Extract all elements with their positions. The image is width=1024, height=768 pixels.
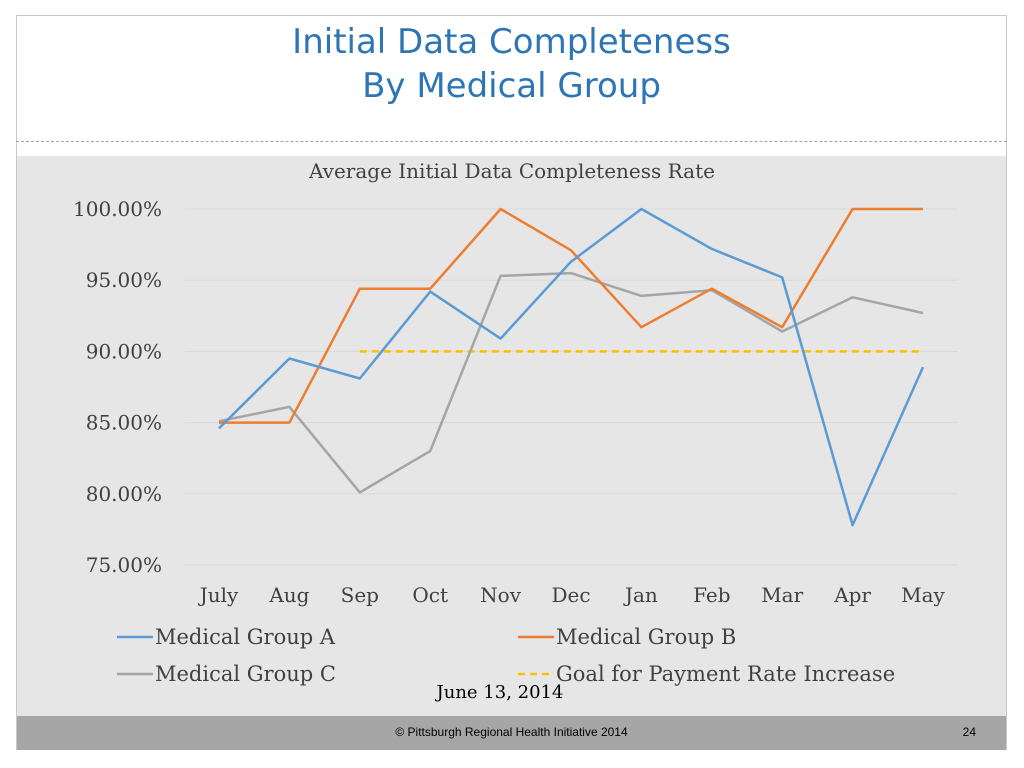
x-tick-label: Aug: [268, 583, 309, 607]
legend-label-goal-for-payment-rate-increase: Goal for Payment Rate Increase: [556, 662, 895, 686]
x-tick-label: Apr: [833, 583, 871, 607]
x-tick-label: Dec: [551, 583, 590, 607]
y-tick-label: 90.00%: [86, 339, 162, 363]
legend-label-medical-group-b: Medical Group B: [556, 625, 736, 649]
legend-label-medical-group-c: Medical Group C: [155, 662, 336, 686]
series-lines: [218, 207, 925, 527]
x-tick-label: May: [901, 583, 945, 607]
slide-title-line1: Initial Data Completeness: [292, 22, 731, 62]
x-tick-label: Sep: [341, 583, 379, 607]
y-tick-label: 95.00%: [86, 268, 162, 292]
legend: Medical Group A Medical Group B Medical Gr…: [117, 625, 895, 686]
series-line-medical-group-b: [219, 207, 923, 424]
x-axis-ticks: July Aug Sep Oct Nov Dec Jan Feb Mar Apr May: [198, 583, 946, 607]
y-tick-label: 75.00%: [86, 553, 162, 577]
x-tick-label: July: [198, 583, 239, 607]
slide-title-line2: By Medical Group: [362, 66, 661, 106]
title-divider: [16, 141, 1007, 142]
chart-title: Average Initial Data Completeness Rate: [308, 159, 715, 183]
x-tick-label: Oct: [412, 583, 448, 607]
chart-area: [17, 156, 1006, 716]
y-tick-label: 100.00%: [73, 197, 162, 221]
slide-title: Initial Data Completeness By Medical Gro…: [16, 20, 1007, 108]
x-tick-label: Nov: [480, 583, 522, 607]
legend-label-medical-group-a: Medical Group A: [155, 625, 336, 649]
x-tick-label: Feb: [693, 583, 730, 607]
page-number: 24: [962, 725, 976, 739]
y-axis-ticks: 100.00% 95.00% 90.00% 85.00% 80.00% 75.00%: [73, 197, 162, 577]
slide-border-right: [1006, 15, 1007, 750]
y-tick-label: 85.00%: [86, 411, 162, 435]
footer-bar: © Pittsburgh Regional Health Initiative …: [17, 716, 1006, 750]
x-tick-label: Mar: [761, 583, 803, 607]
series-line-medical-group-c: [218, 271, 924, 494]
x-tick-label: Jan: [623, 583, 658, 607]
footer-copyright: © Pittsburgh Regional Health Initiative …: [395, 725, 628, 739]
series-line-medical-group-a: [218, 207, 925, 527]
presentation-date: June 13, 2014: [436, 682, 564, 703]
slide-border-top: [16, 15, 1007, 16]
y-tick-label: 80.00%: [86, 482, 162, 506]
slide-border-left: [16, 15, 17, 750]
